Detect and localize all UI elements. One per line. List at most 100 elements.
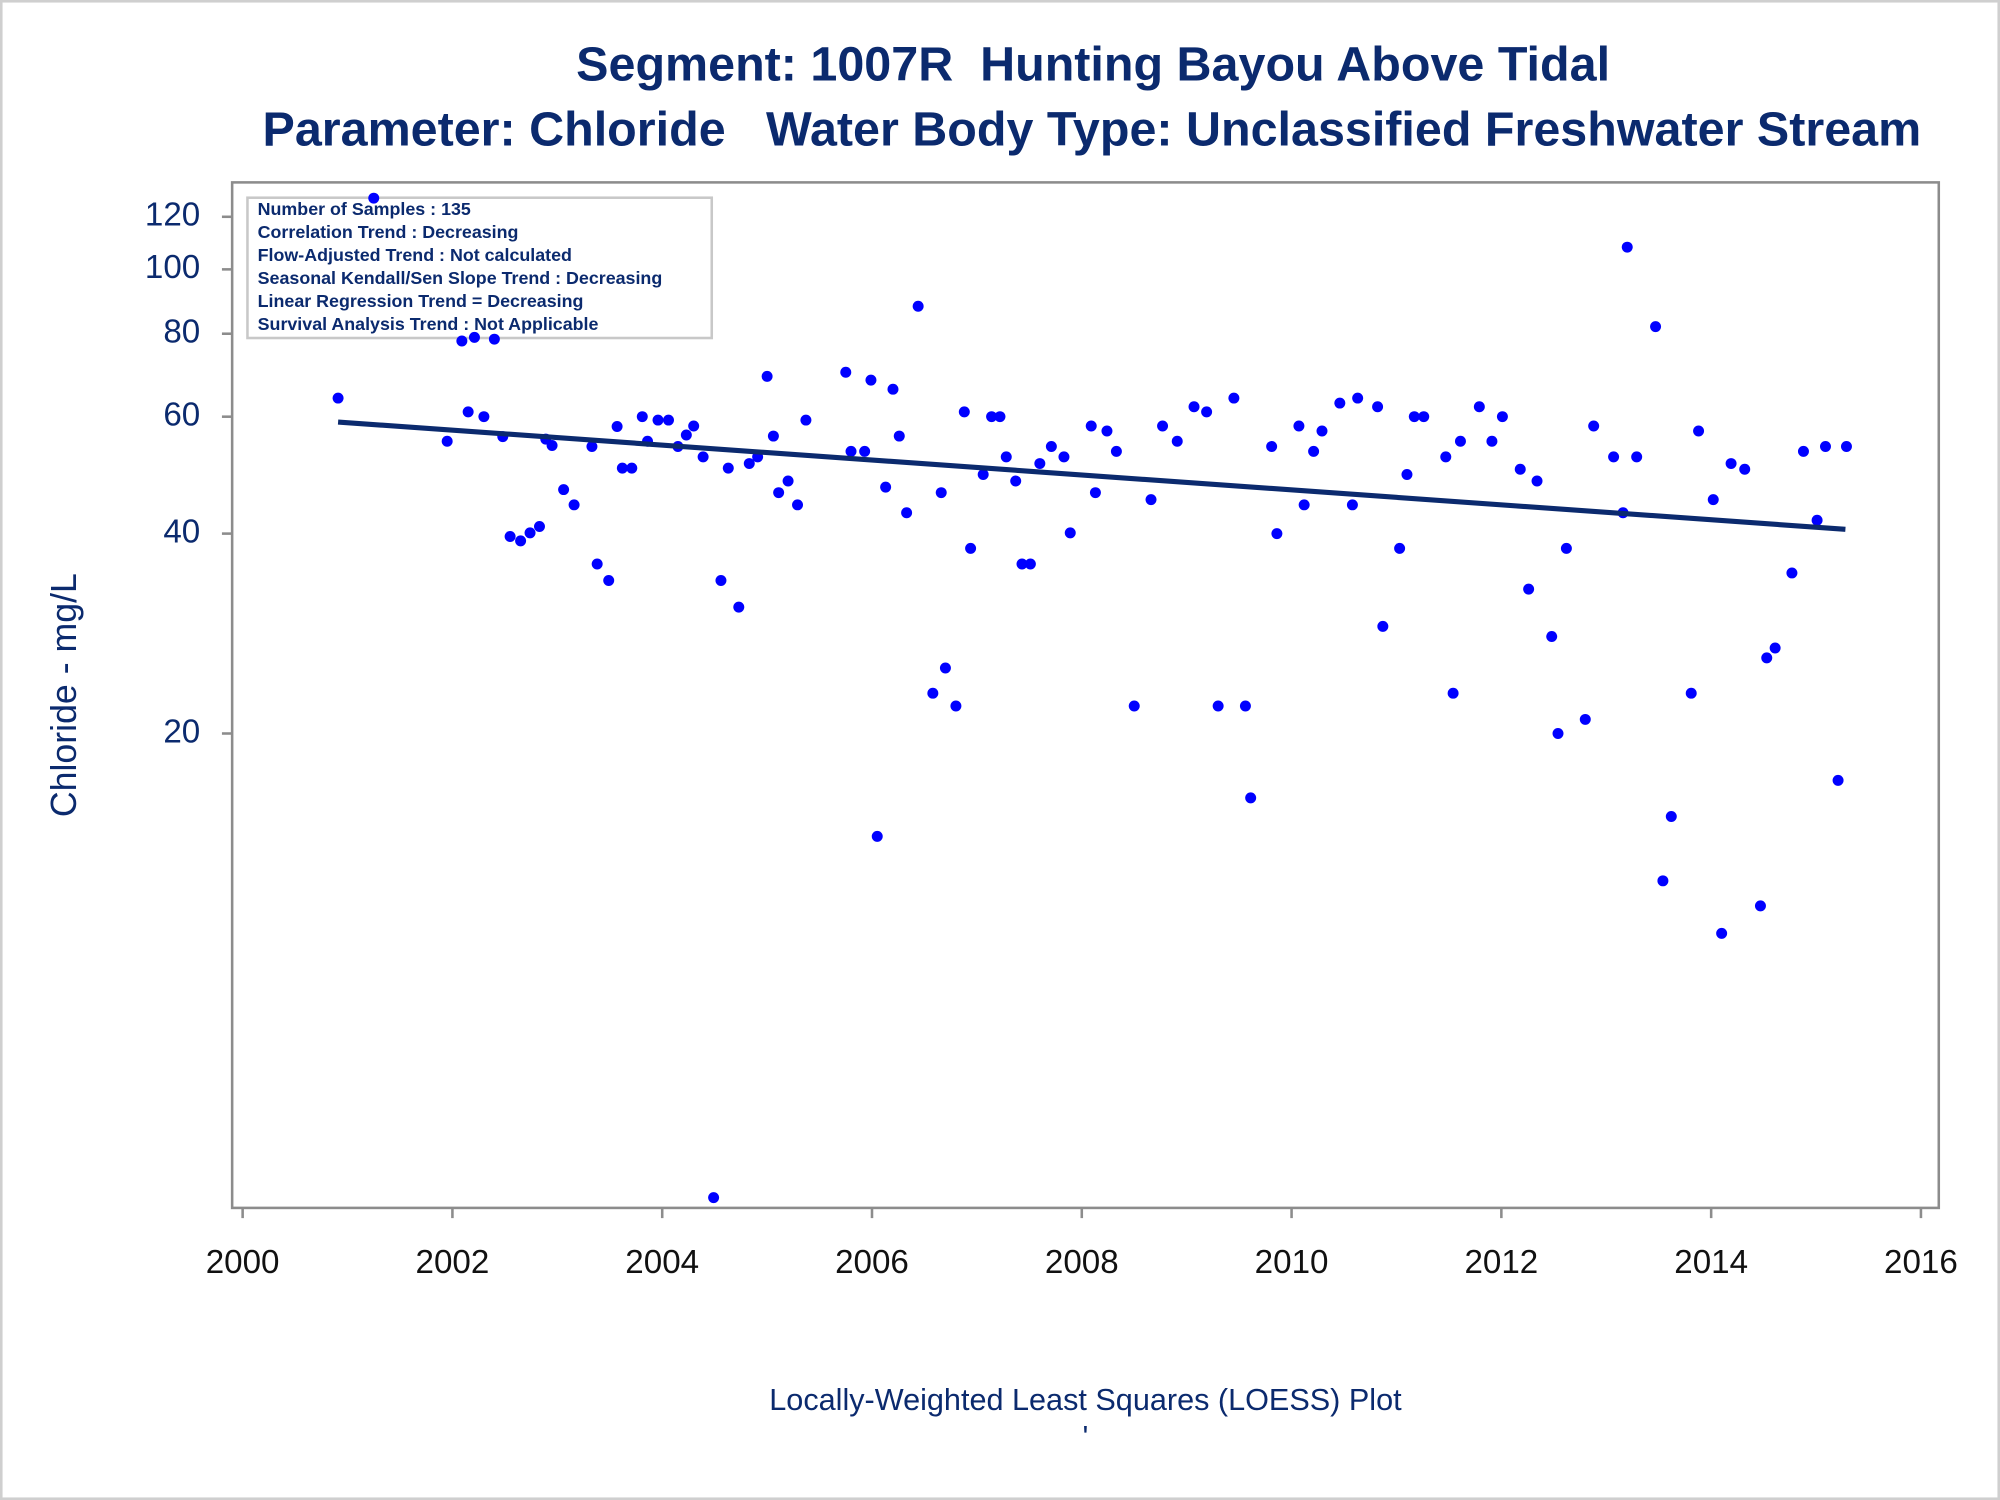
point bbox=[893, 430, 905, 442]
x-tick-label: 2014 bbox=[1674, 1244, 1748, 1281]
point bbox=[1408, 411, 1420, 423]
point bbox=[1447, 687, 1459, 699]
point bbox=[1128, 700, 1140, 712]
info-line: Seasonal Kendall/Sen Slope Trend : Decre… bbox=[258, 268, 663, 288]
point bbox=[722, 462, 734, 474]
x-tick-label: 2000 bbox=[206, 1244, 280, 1281]
point bbox=[515, 535, 527, 547]
trend-line bbox=[337, 419, 1846, 532]
point bbox=[456, 335, 468, 347]
y-tick-label: 120 bbox=[145, 197, 200, 234]
point bbox=[840, 366, 852, 378]
point bbox=[663, 414, 674, 426]
point bbox=[332, 392, 344, 404]
point bbox=[1418, 411, 1430, 423]
plot-frame bbox=[230, 181, 1941, 1210]
info-line: Flow-Adjusted Trend : Not calculated bbox=[258, 245, 572, 265]
point bbox=[1797, 445, 1809, 457]
x-axis-label: Locally-Weighted Least Squares (LOESS) P… bbox=[769, 1383, 1402, 1417]
point bbox=[1266, 441, 1278, 453]
point bbox=[715, 574, 727, 586]
point bbox=[1473, 401, 1485, 413]
info-line: Linear Regression Trend = Decreasing bbox=[258, 291, 584, 311]
point bbox=[1010, 475, 1022, 487]
y-tick-label: 20 bbox=[163, 713, 200, 750]
point bbox=[1000, 451, 1012, 463]
point bbox=[887, 383, 899, 395]
point bbox=[1769, 642, 1781, 654]
point bbox=[1761, 652, 1773, 664]
point bbox=[1034, 458, 1046, 470]
point bbox=[1725, 458, 1737, 470]
point bbox=[1372, 401, 1384, 413]
x-tick-label: 2010 bbox=[1255, 1244, 1329, 1281]
point bbox=[761, 370, 773, 382]
point bbox=[1377, 620, 1389, 632]
point bbox=[1228, 392, 1240, 404]
point bbox=[603, 574, 615, 586]
y-tick-label: 80 bbox=[163, 313, 200, 350]
point bbox=[950, 700, 962, 712]
point bbox=[616, 462, 628, 474]
point bbox=[1308, 445, 1320, 457]
point bbox=[1085, 420, 1097, 432]
point bbox=[800, 414, 812, 426]
point bbox=[782, 475, 794, 487]
point bbox=[1110, 445, 1122, 457]
point bbox=[1786, 567, 1798, 579]
point bbox=[939, 662, 951, 674]
point bbox=[1188, 401, 1200, 413]
point bbox=[912, 300, 924, 312]
point bbox=[901, 507, 913, 519]
point bbox=[688, 420, 700, 432]
point bbox=[1739, 463, 1751, 475]
point bbox=[986, 411, 998, 423]
point bbox=[626, 462, 638, 474]
point bbox=[533, 521, 545, 532]
point bbox=[1271, 528, 1283, 540]
chart-subtitle: Parameter: Chloride Water Body Type: Unc… bbox=[263, 102, 1922, 156]
point bbox=[965, 542, 977, 554]
point bbox=[1454, 435, 1466, 447]
point bbox=[767, 430, 779, 442]
point bbox=[558, 484, 570, 496]
x-tick-label: 2004 bbox=[625, 1244, 699, 1281]
point bbox=[1024, 558, 1036, 570]
y-tick-label: 40 bbox=[163, 513, 200, 550]
info-box bbox=[246, 196, 714, 340]
point bbox=[462, 406, 474, 418]
point bbox=[568, 499, 580, 511]
point bbox=[977, 469, 989, 480]
point bbox=[524, 527, 536, 539]
point bbox=[1145, 494, 1157, 506]
point bbox=[1657, 875, 1669, 887]
point bbox=[1293, 420, 1305, 432]
chart-title: Segment: 1007R Hunting Bayou Above Tidal bbox=[576, 37, 1610, 91]
y-tick-label: 60 bbox=[163, 396, 200, 433]
point bbox=[1064, 527, 1076, 539]
point bbox=[546, 439, 558, 451]
point bbox=[994, 411, 1006, 423]
point bbox=[652, 414, 664, 426]
point bbox=[743, 458, 755, 470]
point bbox=[1560, 542, 1572, 554]
point bbox=[1685, 687, 1697, 699]
point bbox=[1840, 441, 1852, 453]
y-tick-label: 100 bbox=[145, 249, 200, 286]
point bbox=[1045, 441, 1057, 453]
info-line: Survival Analysis Trend : Not Applicable bbox=[258, 314, 599, 334]
point bbox=[611, 420, 623, 432]
point bbox=[1298, 499, 1310, 511]
point bbox=[1089, 487, 1101, 499]
point bbox=[1546, 630, 1558, 642]
point bbox=[935, 487, 947, 499]
point bbox=[927, 687, 939, 699]
info-line: Correlation Trend : Decreasing bbox=[258, 222, 519, 242]
point bbox=[1101, 425, 1113, 437]
x-tick-label: 2008 bbox=[1045, 1244, 1119, 1281]
point bbox=[1707, 494, 1719, 506]
point bbox=[1754, 900, 1766, 912]
point bbox=[1514, 463, 1526, 475]
point bbox=[1716, 927, 1728, 939]
